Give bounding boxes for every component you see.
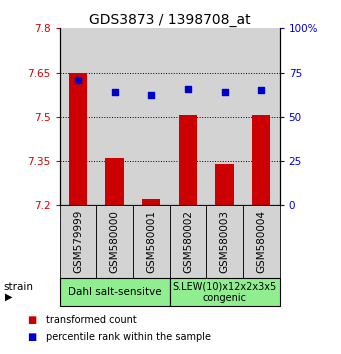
Text: strain: strain	[3, 282, 33, 292]
Point	[112, 89, 117, 95]
Text: percentile rank within the sample: percentile rank within the sample	[46, 332, 211, 342]
Point	[75, 77, 81, 83]
Bar	[243, 28, 280, 205]
Text: GSM580004: GSM580004	[256, 210, 266, 273]
Text: GSM580001: GSM580001	[146, 210, 156, 273]
Text: GSM580003: GSM580003	[220, 210, 229, 273]
Text: transformed count: transformed count	[46, 315, 137, 325]
Bar	[133, 28, 170, 205]
Bar	[252, 115, 270, 205]
Bar	[206, 28, 243, 205]
Bar	[169, 28, 206, 205]
Bar	[142, 199, 161, 205]
Text: ■: ■	[27, 332, 36, 342]
Bar	[105, 158, 124, 205]
Text: GSM580002: GSM580002	[183, 210, 193, 273]
Bar	[179, 115, 197, 205]
Text: Dahl salt-sensitve: Dahl salt-sensitve	[68, 287, 162, 297]
Bar	[69, 73, 87, 205]
Point	[149, 92, 154, 97]
Bar	[60, 28, 96, 205]
Point	[258, 87, 264, 93]
Point	[222, 89, 227, 95]
Point	[185, 86, 191, 92]
Bar	[96, 28, 133, 205]
Title: GDS3873 / 1398708_at: GDS3873 / 1398708_at	[89, 13, 250, 27]
Text: ▶: ▶	[5, 292, 13, 302]
Text: GSM580000: GSM580000	[110, 210, 120, 273]
Text: ■: ■	[27, 315, 36, 325]
Text: GSM579999: GSM579999	[73, 210, 83, 273]
Text: S.LEW(10)x12x2x3x5
congenic: S.LEW(10)x12x2x3x5 congenic	[173, 281, 277, 303]
Bar	[216, 164, 234, 205]
